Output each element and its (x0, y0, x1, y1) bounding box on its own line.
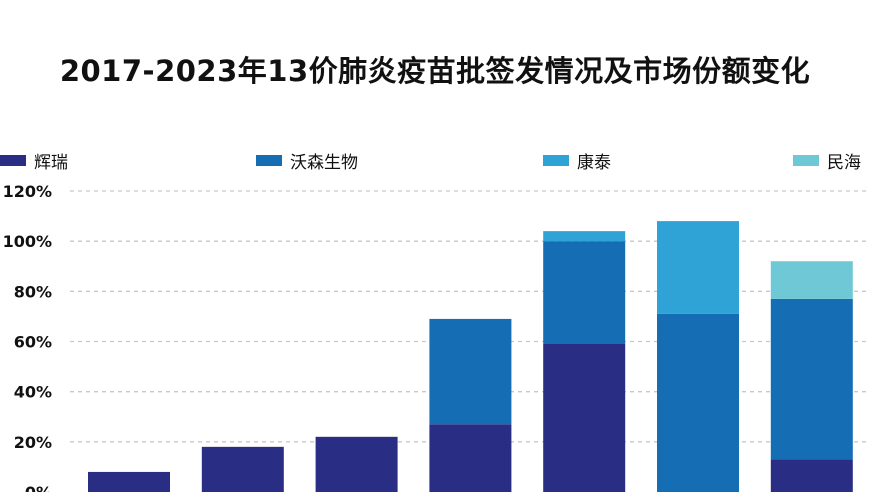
y-tick-label: 80% (14, 282, 52, 301)
bar-segment-2021-series-0 (543, 344, 626, 492)
chart-title: 2017-2023年13价肺炎疫苗批签发情况及市场份额变化 (59, 54, 811, 88)
bar-segment-2018-series-0 (201, 446, 284, 492)
legend-label-wosen: 沃森生物 (290, 152, 358, 173)
y-tick-label: 40% (14, 383, 52, 402)
bar-segment-2017-series-0 (88, 471, 170, 492)
bar-segment-2021-series-1 (543, 241, 626, 345)
y-tick-label: 120% (3, 182, 52, 201)
bar-segment-2021-series-2 (543, 231, 626, 242)
y-tick-label: 100% (3, 232, 52, 251)
y-tick-label: 20% (14, 433, 52, 452)
bar-segment-2020-series-1 (429, 318, 512, 425)
legend-label-minhai: 民海 (827, 152, 861, 173)
legend-swatch-huirui (0, 154, 26, 166)
bar-segment-2023-series-1 (770, 298, 853, 460)
legend-label-kangtai: 康泰 (577, 152, 611, 173)
bar-segment-2023-series-0 (770, 459, 853, 492)
bar-segment-2020-series-0 (429, 424, 512, 492)
legend-swatch-wosen (256, 154, 282, 166)
legend-item-huirui: 辉瑞 (0, 148, 68, 173)
bar-segment-2023-series-3 (770, 261, 853, 299)
legend-item-kangtai: 康泰 (543, 148, 611, 173)
y-tick-label: 60% (14, 333, 52, 352)
legend-swatch-minhai (793, 154, 819, 166)
y-tick-label: 0% (25, 483, 52, 492)
legend-swatch-kangtai (543, 154, 569, 166)
bar-segment-2022-series-1 (657, 313, 739, 492)
legend-label-huirui: 辉瑞 (34, 152, 68, 173)
legend-item-wosen: 沃森生物 (256, 148, 358, 173)
legend-item-minhai: 民海 (793, 148, 861, 173)
bar-segment-2022-series-2 (657, 221, 739, 314)
bar-segment-2019-series-0 (315, 436, 398, 492)
